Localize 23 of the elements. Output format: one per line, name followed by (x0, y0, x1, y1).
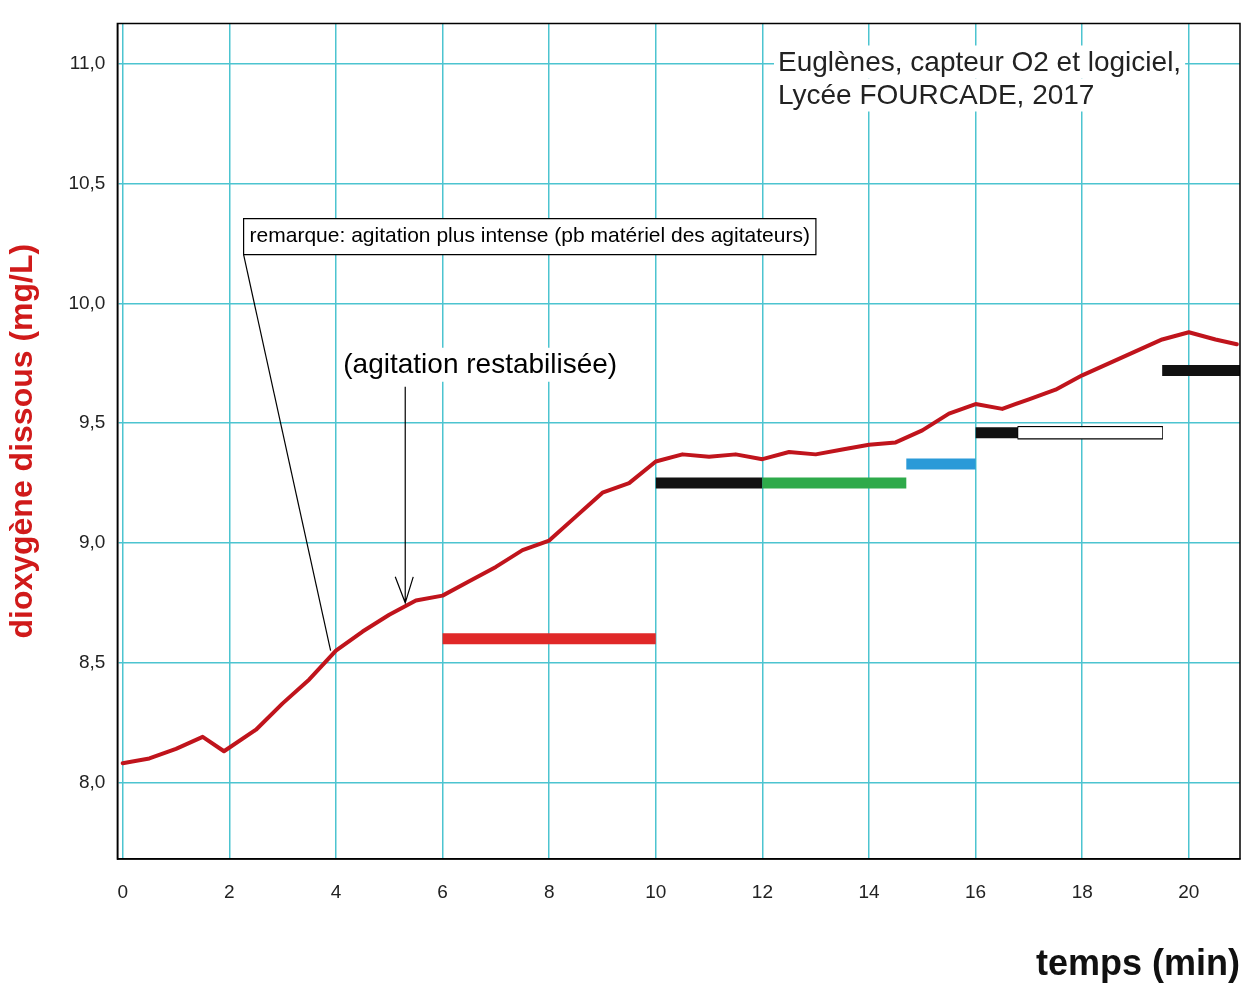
y-tick-label: 10,0 (68, 291, 106, 313)
annotation: remarque: agitation plus intense (pb matériel des agitateurs) (249, 223, 810, 247)
x-tick-label: 0 (117, 880, 128, 902)
x-tick-label: 6 (437, 880, 448, 902)
annotation: (agitation restabilisée) (343, 347, 618, 379)
x-tick-label: 4 (330, 880, 342, 902)
y-tick-label: 10,5 (68, 172, 106, 194)
x-tick-label: 18 (1071, 880, 1093, 902)
x-tick-label: 12 (751, 880, 773, 902)
x-tick-label: 16 (965, 880, 987, 902)
x-tick-label: 10 (645, 880, 667, 902)
y-axis-title: dioxygène dissous (mg/L) (3, 243, 40, 639)
y-tick-label: 8,0 (78, 770, 106, 792)
x-tick-label: 8 (543, 880, 555, 902)
x-tick-label: 14 (858, 880, 880, 902)
y-tick-label: 8,5 (78, 650, 106, 672)
annotation: Euglènes, capteur O2 et logiciel, Lycée FOURCADE, 2017 (778, 46, 1182, 111)
y-tick-label: 9,5 (78, 411, 106, 433)
x-axis-title: temps (min) (1035, 942, 1240, 984)
y-tick-label: 9,0 (78, 531, 106, 553)
y-tick-label: 11,0 (69, 52, 106, 74)
x-tick-label: 2 (224, 880, 235, 902)
x-tick-label: 20 (1178, 880, 1200, 902)
